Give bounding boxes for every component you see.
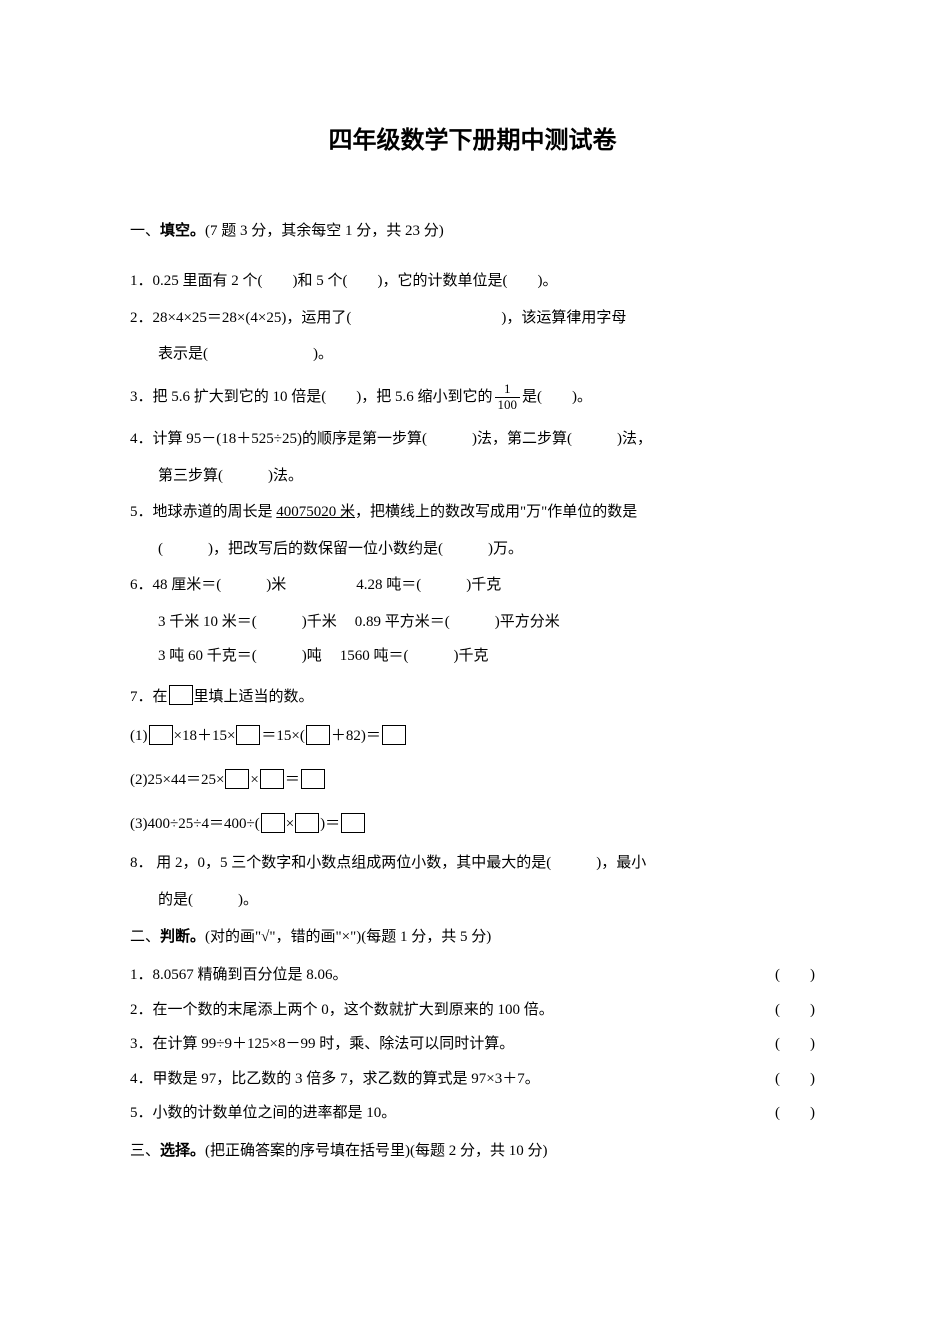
judge-paren: ( ) [775, 1027, 815, 1062]
s1-q5-line1: 5．地球赤道的周长是 40075020 米，把横线上的数改写成用"万"作单位的数… [130, 495, 815, 530]
blank-box [306, 725, 330, 745]
blank-box [295, 813, 319, 833]
s1-q6-line2a: 3 千米 10 米＝( )千米 [158, 614, 337, 630]
s1-q7-sub3-a: (3)400÷25÷4＝400÷( [130, 816, 260, 832]
s2-q4-text: 4．甲数是 97，比乙数的 3 倍多 7，求乙数的算式是 97×3＋7。 [130, 1062, 540, 1097]
blank-box [301, 769, 325, 789]
s1-q7-sub1-a: (1) [130, 728, 148, 744]
blank-box [382, 725, 406, 745]
s1-q8-line2: 的是( )。 [130, 883, 815, 918]
s1-q6-line2: 3 千米 10 米＝( )千米 0.89 平方米＝( )平方分米 [130, 605, 815, 640]
section-2-title: 判断。 [160, 929, 205, 945]
s2-q2-text: 2．在一个数的末尾添上两个 0，这个数就扩大到原来的 100 倍。 [130, 993, 554, 1028]
section-2-suffix: (对的画"√"，错的画"×")(每题 1 分，共 5 分) [205, 929, 491, 945]
section-1-prefix: 一、 [130, 223, 160, 239]
s1-q7-sub2-c: ＝ [285, 772, 300, 788]
s1-q6-line3a: 3 吨 60 千克＝( )吨 [158, 648, 322, 664]
s1-q4-line2: 第三步算( )法。 [130, 459, 815, 494]
fraction-numerator: 1 [495, 382, 521, 397]
s1-q4-line1: 4．计算 95－(18＋525÷25)的顺序是第一步算( )法，第二步算( )法… [130, 422, 815, 457]
s1-q3-part-b: 是( )。 [522, 389, 592, 405]
blank-box [236, 725, 260, 745]
s2-q5-text: 5．小数的计数单位之间的进率都是 10。 [130, 1096, 396, 1131]
s2-q5: 5．小数的计数单位之间的进率都是 10。 ( ) [130, 1096, 815, 1131]
s1-q7-sub1-b: ×18＋15× [174, 728, 236, 744]
section-3-prefix: 三、 [130, 1143, 160, 1159]
fraction-1-100: 1100 [495, 382, 521, 412]
s1-q7-sub2-a: (2)25×44＝25× [130, 772, 224, 788]
s1-q2-line2: 表示是( )。 [130, 337, 815, 372]
s1-q5-line1a: 5．地球赤道的周长是 [130, 504, 276, 520]
blank-box [149, 725, 173, 745]
fraction-denominator: 100 [495, 398, 521, 412]
s1-q7-header-b: 里填上适当的数。 [194, 689, 314, 705]
page-title: 四年级数学下册期中测试卷 [130, 120, 815, 155]
s1-q6-line1: 6．48 厘米＝( )米 4.28 吨＝( )千克 [130, 568, 815, 603]
s1-q5-line1b: ，把横线上的数改写成用"万"作单位的数是 [355, 504, 637, 520]
s2-q3-text: 3．在计算 99÷9＋125×8－99 时，乘、除法可以同时计算。 [130, 1027, 514, 1062]
s2-q1-text: 1．8.0567 精确到百分位是 8.06。 [130, 958, 348, 993]
s1-q3: 3．把 5.6 扩大到它的 10 倍是( )，把 5.6 缩小到它的1100是(… [130, 380, 815, 415]
s1-q7-header: 7．在 里填上适当的数。 [130, 680, 815, 715]
section-3-suffix: (把正确答案的序号填在括号里)(每题 2 分，共 10 分) [205, 1143, 547, 1159]
judge-paren: ( ) [775, 1062, 815, 1097]
s2-q4: 4．甲数是 97，比乙数的 3 倍多 7，求乙数的算式是 97×3＋7。 ( ) [130, 1062, 815, 1097]
s1-q7-sub2: (2)25×44＝25× × ＝ [130, 762, 815, 798]
judge-paren: ( ) [775, 1096, 815, 1131]
s1-q5-line2: ( )，把改写后的数保留一位小数约是( )万。 [130, 532, 815, 567]
s1-q5-underline: 40075020 米 [276, 504, 355, 520]
s1-q7-sub1: (1) ×18＋15× ＝15×( ＋82)＝ [130, 718, 815, 754]
judge-paren: ( ) [775, 958, 815, 993]
section-1-header: 一、填空。(7 题 3 分，其余每空 1 分，共 23 分) [130, 215, 815, 248]
blank-box [225, 769, 249, 789]
s1-q6-line1a: 6．48 厘米＝( )米 [130, 577, 286, 593]
section-3-header: 三、选择。(把正确答案的序号填在括号里)(每题 2 分，共 10 分) [130, 1135, 815, 1168]
blank-box [341, 813, 365, 833]
section-1-suffix: (7 题 3 分，其余每空 1 分，共 23 分) [205, 223, 444, 239]
judge-paren: ( ) [775, 993, 815, 1028]
s1-q7-sub1-d: ＋82)＝ [331, 728, 381, 744]
s1-q7-sub3: (3)400÷25÷4＝400÷( × )＝ [130, 806, 815, 842]
section-2-prefix: 二、 [130, 929, 160, 945]
s2-q1: 1．8.0567 精确到百分位是 8.06。 ( ) [130, 958, 815, 993]
s2-q2: 2．在一个数的末尾添上两个 0，这个数就扩大到原来的 100 倍。 ( ) [130, 993, 815, 1028]
s1-q1: 1．0.25 里面有 2 个( )和 5 个( )，它的计数单位是( )。 [130, 264, 815, 299]
section-3-title: 选择。 [160, 1143, 205, 1159]
blank-box [260, 769, 284, 789]
s1-q7-sub2-b: × [250, 772, 258, 788]
s1-q7-header-a: 7．在 [130, 689, 168, 705]
s1-q6-line3: 3 吨 60 千克＝( )吨 1560 吨＝( )千克 [130, 639, 815, 674]
s1-q6-line3b: 1560 吨＝( )千克 [340, 648, 489, 664]
s2-q3: 3．在计算 99÷9＋125×8－99 时，乘、除法可以同时计算。 ( ) [130, 1027, 815, 1062]
s1-q7-sub3-b: × [286, 816, 294, 832]
s1-q2-line1: 2．28×4×25＝28×(4×25)，运用了( )，该运算律用字母 [130, 301, 815, 336]
blank-box [169, 685, 193, 705]
blank-box [261, 813, 285, 833]
section-2-header: 二、判断。(对的画"√"，错的画"×")(每题 1 分，共 5 分) [130, 921, 815, 954]
s1-q3-part-a: 3．把 5.6 扩大到它的 10 倍是( )，把 5.6 缩小到它的 [130, 389, 493, 405]
s1-q8-line1: 8． 用 2，0，5 三个数字和小数点组成两位小数，其中最大的是( )，最小 [130, 846, 815, 881]
s1-q6-line1b: 4.28 吨＝( )千克 [356, 577, 501, 593]
s1-q7-sub3-c: )＝ [320, 816, 340, 832]
section-1-title: 填空。 [160, 223, 205, 239]
s1-q7-sub1-c: ＝15×( [261, 728, 304, 744]
s1-q6-line2b: 0.89 平方米＝( )平方分米 [355, 614, 560, 630]
